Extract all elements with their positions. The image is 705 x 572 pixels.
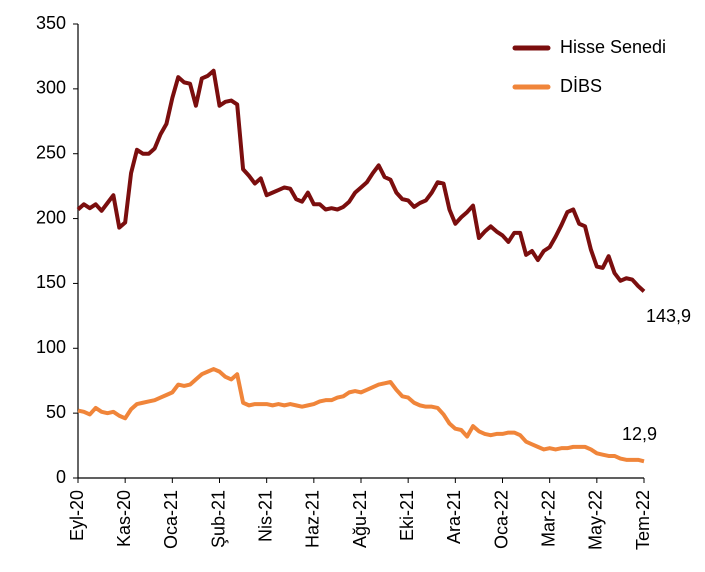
- x-tick-label: Eyl-20: [67, 490, 87, 541]
- x-tick-label: Haz-21: [303, 490, 323, 548]
- y-tick-label: 350: [36, 13, 66, 33]
- x-tick-label: Oca-22: [491, 490, 511, 549]
- y-tick-label: 100: [36, 337, 66, 357]
- data-label: 143,9: [646, 306, 691, 326]
- x-tick-label: Ara-21: [444, 490, 464, 544]
- legend-label: Hisse Senedi: [560, 37, 666, 57]
- x-tick-label: Mar-22: [538, 490, 558, 547]
- x-tick-label: Oca-21: [161, 490, 181, 549]
- series-line: [76, 68, 646, 293]
- x-tick-label: Tem-22: [633, 490, 653, 550]
- y-tick-label: 200: [36, 207, 66, 227]
- x-tick-label: Şub-21: [208, 490, 228, 548]
- y-tick-label: 300: [36, 78, 66, 98]
- legend-label: DİBS: [560, 76, 602, 96]
- y-tick-label: 50: [46, 402, 66, 422]
- y-tick-label: 0: [56, 467, 66, 487]
- x-tick-label: Kas-20: [114, 490, 134, 547]
- series-line: [77, 367, 645, 464]
- x-tick-label: May-22: [586, 490, 606, 550]
- x-tick-label: Eki-21: [397, 490, 417, 541]
- y-tick-label: 250: [36, 142, 66, 162]
- data-label: 12,9: [622, 424, 657, 444]
- y-tick-label: 150: [36, 272, 66, 292]
- x-tick-label: Ağu-21: [350, 490, 370, 548]
- x-tick-label: Nis-21: [255, 490, 275, 542]
